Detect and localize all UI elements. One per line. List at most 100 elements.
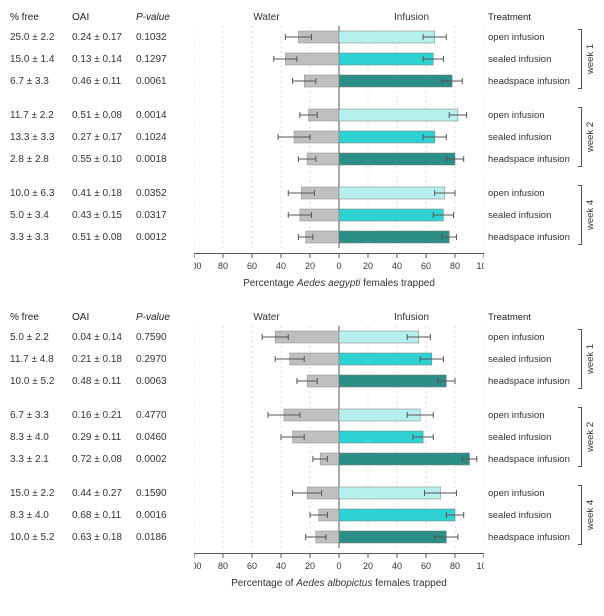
svg-text:40: 40 — [276, 561, 286, 571]
cell-free: 15.0 ± 1.4 — [8, 54, 72, 65]
svg-text:80: 80 — [218, 261, 228, 271]
data-row: 5.0 ± 3.4 0.43 ± 0.15 0.0317 sealed infu… — [8, 204, 596, 226]
cell-free: 6.7 ± 3.3 — [8, 76, 72, 87]
cell-treatment: sealed infusion — [484, 354, 576, 365]
week-bracket — [578, 107, 582, 167]
cell-treatment: sealed infusion — [484, 54, 576, 65]
svg-text:100: 100 — [194, 561, 202, 571]
data-row: 6.7 ± 3.3 0.16 ± 0.21 0.4770 open infusi… — [8, 404, 596, 426]
cell-free: 3.3 ± 2.1 — [8, 454, 72, 465]
cell-pval: 0.1590 — [136, 488, 194, 499]
cell-chart — [194, 448, 484, 470]
cell-oai: 0.21 ± 0.18 — [72, 354, 136, 365]
data-row: 25.0 ± 2.2 0.24 ± 0.17 0.1032 open infus… — [8, 26, 596, 48]
data-row: 2.8 ± 2.8 0.55 ± 0.10 0.0018 headspace i… — [8, 148, 596, 170]
cell-free: 10.0 ± 6.3 — [8, 188, 72, 199]
svg-text:0: 0 — [336, 561, 341, 571]
cell-free: 25.0 ± 2.2 — [8, 32, 72, 43]
cell-free: 10.0 ± 5.2 — [8, 376, 72, 387]
svg-text:60: 60 — [247, 561, 257, 571]
xlabel-row: Percentage Aedes aegypti females trapped — [8, 280, 596, 296]
hdr-infusion: Infusion — [339, 312, 484, 323]
cell-free: 2.8 ± 2.8 — [8, 154, 72, 165]
cell-chart — [194, 326, 484, 348]
cell-pval: 0.4770 — [136, 410, 194, 421]
data-row: 10.0 ± 5.2 0.63 ± 0.18 0.0186 headspace … — [8, 526, 596, 548]
cell-chart — [194, 204, 484, 226]
svg-text:100: 100 — [194, 261, 202, 271]
cell-chart — [194, 370, 484, 392]
week-label: week 2 — [585, 408, 596, 466]
data-row: 8.3 ± 4.0 0.68 ± 0.11 0.0016 sealed infu… — [8, 504, 596, 526]
week-bracket — [578, 185, 582, 245]
hdr-chart: Water Infusion — [194, 312, 484, 323]
cell-free: 11.7 ± 2.2 — [8, 110, 72, 121]
cell-pval: 0.0014 — [136, 110, 194, 121]
cell-treatment: open infusion — [484, 332, 576, 343]
cell-free: 3.3 ± 3.3 — [8, 232, 72, 243]
cell-pval: 0.0061 — [136, 76, 194, 87]
cell-treatment: sealed infusion — [484, 432, 576, 443]
cell-oai: 0.55 ± 0.10 — [72, 154, 136, 165]
cell-oai: 0.48 ± 0.11 — [72, 376, 136, 387]
axis-chart: 10080604020020406080100 — [194, 253, 484, 275]
cell-treatment: headspace infusion — [484, 376, 576, 387]
data-row: 3.3 ± 3.3 0.51 ± 0.08 0.0012 headspace i… — [8, 226, 596, 248]
cell-free: 11.7 ± 4.8 — [8, 354, 72, 365]
hdr-water: Water — [194, 12, 339, 23]
cell-treatment: open infusion — [484, 488, 576, 499]
cell-oai: 0.04 ± 0.14 — [72, 332, 136, 343]
cell-pval: 0.2970 — [136, 354, 194, 365]
svg-text:80: 80 — [450, 561, 460, 571]
cell-chart — [194, 526, 484, 548]
data-row: 10.0 ± 5.2 0.48 ± 0.11 0.0063 headspace … — [8, 370, 596, 392]
x-axis-label: Percentage Aedes aegypti females trapped — [194, 278, 484, 300]
cell-chart — [194, 48, 484, 70]
cell-oai: 0.63 ± 0.18 — [72, 532, 136, 543]
panel: % free OAI P-value Water Infusion Treatm… — [8, 8, 596, 296]
hdr-chart: Water Infusion — [194, 12, 484, 23]
cell-treatment: sealed infusion — [484, 510, 576, 521]
cell-free: 8.3 ± 4.0 — [8, 510, 72, 521]
cell-oai: 0.43 ± 0.15 — [72, 210, 136, 221]
cell-pval: 0.1032 — [136, 32, 194, 43]
cell-chart — [194, 348, 484, 370]
week-bracket — [578, 329, 582, 389]
week-label: week 4 — [585, 486, 596, 544]
cell-oai: 0.16 ± 0.21 — [72, 410, 136, 421]
cell-pval: 0.0317 — [136, 210, 194, 221]
cell-chart — [194, 70, 484, 92]
cell-chart — [194, 404, 484, 426]
cell-treatment: open infusion — [484, 110, 576, 121]
rows-wrap: 25.0 ± 2.2 0.24 ± 0.17 0.1032 open infus… — [8, 26, 596, 248]
svg-text:60: 60 — [421, 561, 431, 571]
svg-text:80: 80 — [218, 561, 228, 571]
data-row: 6.7 ± 3.3 0.46 ± 0.11 0.0061 headspace i… — [8, 70, 596, 92]
cell-treatment: open infusion — [484, 410, 576, 421]
cell-treatment: open infusion — [484, 32, 576, 43]
cell-free: 5.0 ± 3.4 — [8, 210, 72, 221]
cell-chart — [194, 182, 484, 204]
svg-text:20: 20 — [305, 561, 315, 571]
cell-free: 15.0 ± 2.2 — [8, 488, 72, 499]
cell-pval: 0.0460 — [136, 432, 194, 443]
column-headers: % free OAI P-value Water Infusion Treatm… — [8, 308, 596, 326]
hdr-treatment: Treatment — [484, 312, 576, 323]
cell-pval: 0.0186 — [136, 532, 194, 543]
axis-row: 10080604020020406080100 — [8, 248, 596, 280]
cell-free: 13.3 ± 3.3 — [8, 132, 72, 143]
cell-oai: 0.44 ± 0.27 — [72, 488, 136, 499]
x-axis-label: Percentage of Aedes albopictus females t… — [194, 578, 484, 600]
cell-pval: 0.1297 — [136, 54, 194, 65]
cell-pval: 0.0002 — [136, 454, 194, 465]
svg-text:20: 20 — [363, 261, 373, 271]
data-row: 8.3 ± 4.0 0.29 ± 0.11 0.0460 sealed infu… — [8, 426, 596, 448]
svg-text:20: 20 — [305, 261, 315, 271]
svg-text:40: 40 — [276, 261, 286, 271]
cell-oai: 0.51 ± 0.08 — [72, 232, 136, 243]
svg-text:100: 100 — [476, 261, 484, 271]
hdr-pval: P-value — [136, 312, 194, 323]
data-row: 15.0 ± 2.2 0.44 ± 0.27 0.1590 open infus… — [8, 482, 596, 504]
cell-treatment: sealed infusion — [484, 210, 576, 221]
cell-treatment: open infusion — [484, 188, 576, 199]
